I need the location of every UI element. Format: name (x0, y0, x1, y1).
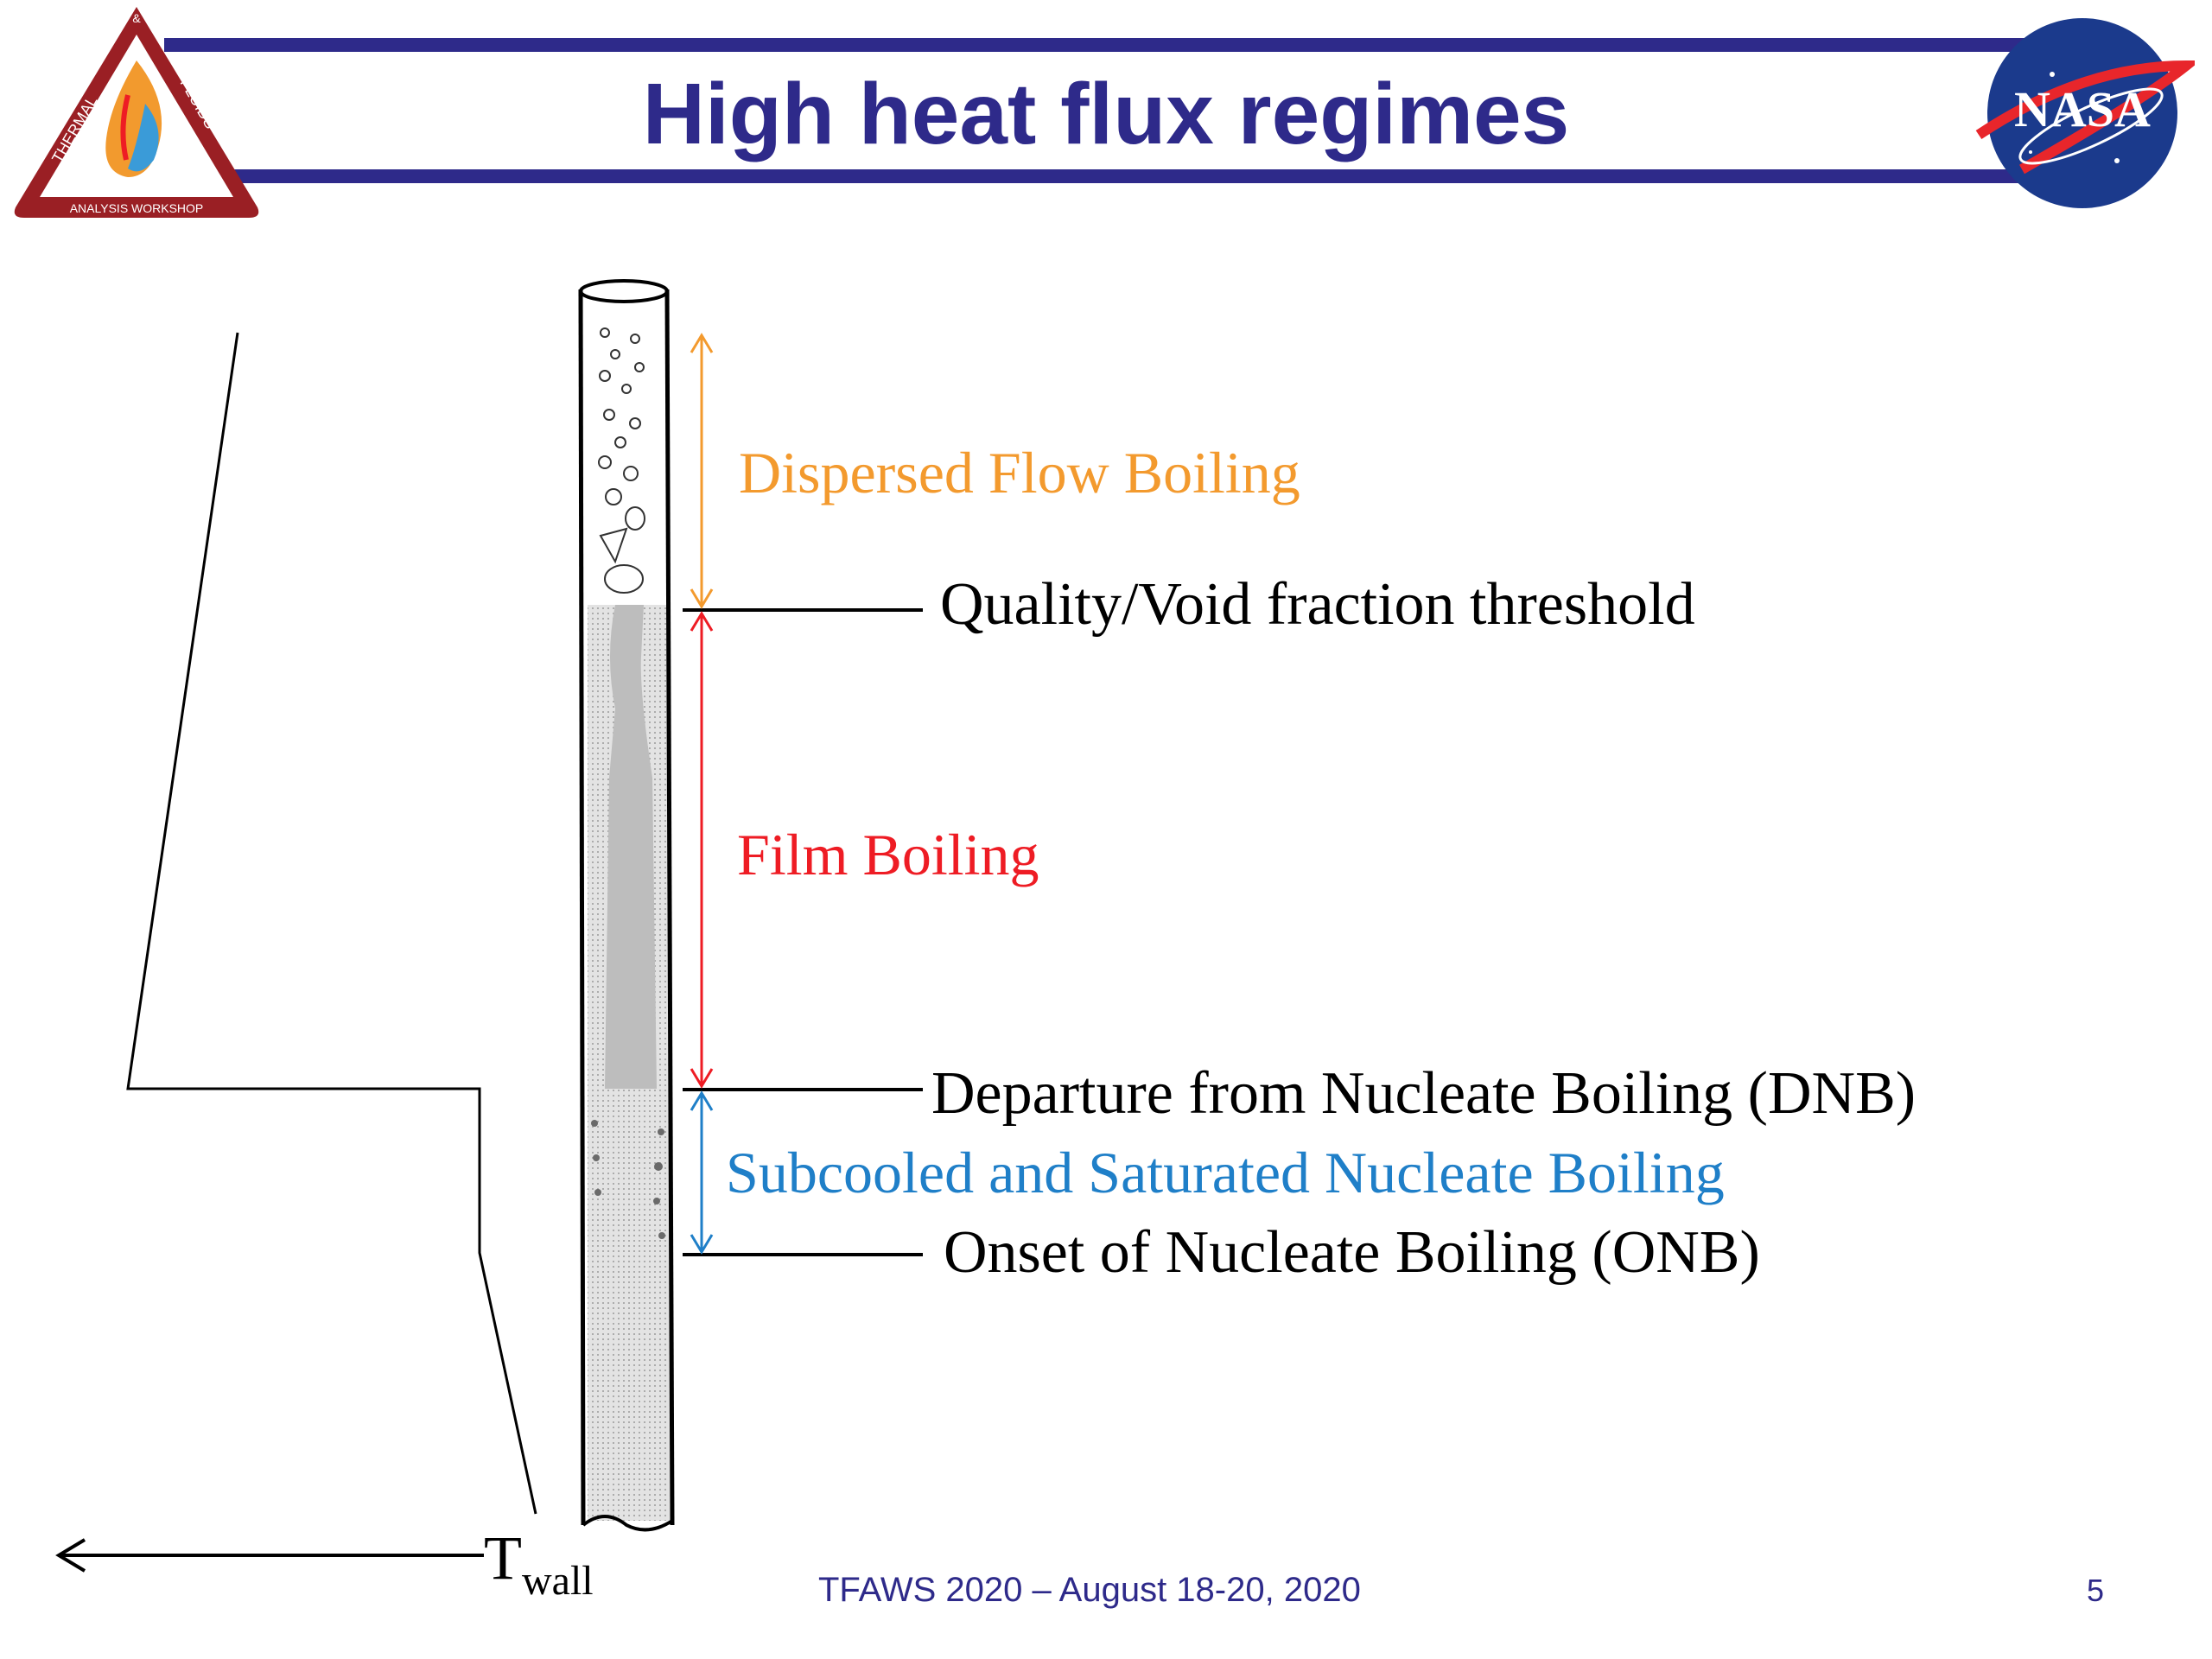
threshold-label-quality: Quality/Void fraction threshold (940, 571, 1695, 638)
twall-label: Twall (484, 1522, 594, 1604)
header-bar-bottom (164, 169, 2039, 183)
nasa-text: NASA (2014, 81, 2151, 137)
tfaws-logo: & THERMAL FLUIDS ANALYSIS WORKSHOP (14, 7, 259, 218)
logo-text-amp: & (132, 11, 141, 25)
nasa-meatball-logo-icon (1975, 18, 2195, 208)
wall-temperature-profile (126, 332, 537, 1515)
regime-label-nucleate-boiling: Subcooled and Saturated Nucleate Boiling (726, 1140, 1725, 1205)
boiling-tube (578, 279, 675, 1532)
header-bar-top (164, 38, 2039, 52)
footer-text: TFAWS 2020 – August 18-20, 2020 (818, 1571, 1361, 1609)
page-number: 5 (2087, 1573, 2105, 1608)
threshold-label-dnb: Departure from Nucleate Boiling (DNB) (931, 1060, 1916, 1127)
nasa-logo: NASA (1975, 18, 2195, 208)
film-boiling-arrow (690, 611, 714, 1089)
regime-label-dispersed-flow: Dispersed Flow Boiling (739, 440, 1300, 505)
twall-label-main: T (484, 1523, 522, 1592)
nucleation-bubbles (591, 1120, 665, 1239)
tube-bottom-edge (582, 1515, 674, 1532)
logo-text-workshop: ANALYSIS WORKSHOP (70, 201, 204, 215)
tube-left-wall (578, 289, 586, 1526)
thermal-fluids-triangle-logo-icon (14, 7, 259, 218)
nucleate-boiling-arrow (690, 1090, 714, 1255)
twall-label-sub: wall (521, 1558, 594, 1604)
slide-title: High heat flux regimes (642, 66, 1570, 162)
regime-label-film-boiling: Film Boiling (737, 822, 1039, 887)
dispersed-flow-arrow (690, 333, 714, 609)
tube-top-opening (579, 279, 669, 303)
tube-right-wall (664, 289, 675, 1526)
vapor-film-shape (605, 605, 657, 1089)
twall-axis-arrow (55, 1538, 484, 1573)
threshold-label-onb: Onset of Nucleate Boiling (ONB) (944, 1219, 1760, 1286)
dispersed-droplets (598, 327, 645, 594)
